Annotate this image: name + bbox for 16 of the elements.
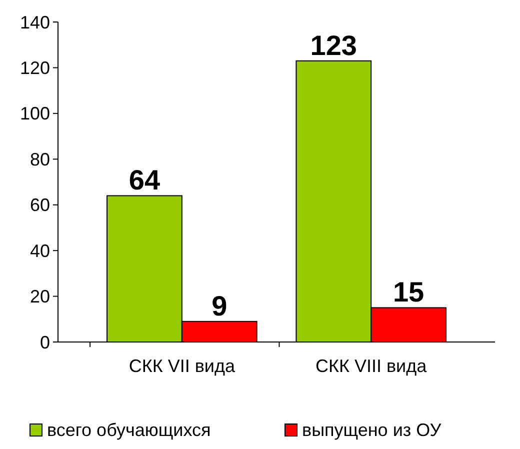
legend-label: всего обучающихся xyxy=(47,420,211,440)
x-tick-label: СКК VII вида xyxy=(128,356,236,376)
y-tick-label: 100 xyxy=(20,104,50,124)
data-label: 15 xyxy=(392,276,424,308)
y-tick-label: 40 xyxy=(30,240,50,261)
y-tick-label: 60 xyxy=(30,195,50,216)
data-label: 64 xyxy=(128,164,160,196)
y-tick-label: 0 xyxy=(40,332,50,352)
y-tick-label: 80 xyxy=(30,149,50,170)
y-tick-label: 120 xyxy=(20,58,50,78)
data-label: 123 xyxy=(310,30,358,61)
x-tick-label: СКК VIII вида xyxy=(316,356,428,376)
y-tick-label: 20 xyxy=(30,286,50,307)
data-label: 9 xyxy=(212,290,228,322)
y-tick-label: 140 xyxy=(20,12,50,32)
legend-label: выпущено из ОУ xyxy=(302,420,442,440)
